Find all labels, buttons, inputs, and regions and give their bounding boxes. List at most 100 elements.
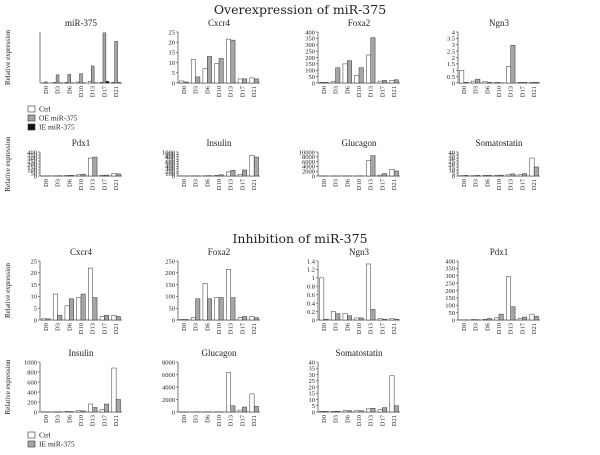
x-tick-label: D10 xyxy=(356,323,363,334)
y-tick-label: 1 xyxy=(312,275,315,282)
x-tick-label: D0 xyxy=(461,179,468,187)
y-tick-label: 250 xyxy=(305,48,315,55)
bar-d6-ctrl xyxy=(483,82,487,83)
bar-d6-oe-mir-375 xyxy=(487,175,491,176)
x-tick-label: D6 xyxy=(344,322,351,331)
bar-d3-oe-mir-375 xyxy=(476,79,480,83)
y-tick-label: 350 xyxy=(305,36,315,43)
bar-d21-ie-mir-375 xyxy=(254,318,258,320)
bar-d0-oe-mir-375 xyxy=(44,82,47,83)
x-tick-label: D13 xyxy=(90,179,97,190)
bar-d3-ie-mir-375 xyxy=(196,299,200,320)
x-tick-label: D13 xyxy=(228,86,235,97)
x-tick-label: D3 xyxy=(333,179,340,187)
bar-d21-oe-mir-375 xyxy=(394,80,398,83)
bar-d17-oe-mir-375 xyxy=(103,33,106,83)
x-tick-label: D21 xyxy=(391,415,398,426)
bar-d17-ie-mir-375 xyxy=(104,315,108,320)
x-tick-label: D10 xyxy=(496,86,503,97)
bar-d6-ctrl xyxy=(483,319,487,320)
bar-d6-ctrl xyxy=(203,69,207,83)
bar-d17-ie-mir-375 xyxy=(522,317,526,320)
bar-d3-oe-mir-375 xyxy=(336,68,340,83)
y-tick-label: 50 xyxy=(169,306,176,313)
bar-d21-ie-mir-375 xyxy=(116,400,120,413)
bar-d3-ctrl xyxy=(331,312,335,320)
legend-swatch xyxy=(28,124,35,130)
bar-d0-ie-mir-375 xyxy=(324,319,328,320)
x-tick-label: D10 xyxy=(216,86,223,97)
x-tick-label: D3 xyxy=(55,86,62,94)
bar-d10-ctrl xyxy=(495,318,499,320)
x-tick-label: D6 xyxy=(484,322,491,331)
bar-d17-ie-mir-375 xyxy=(382,319,386,320)
x-tick-label: D17 xyxy=(239,414,246,426)
y-tick-label: 0 xyxy=(312,409,315,416)
bar-d17-ie-mir-375 xyxy=(382,408,386,412)
y-tick-label: 35 xyxy=(309,366,316,373)
x-tick-label: D13 xyxy=(508,179,515,190)
x-tick-label: D21 xyxy=(391,323,398,334)
y-tick-label: 0.5 xyxy=(447,74,455,81)
bar-d17-ctrl xyxy=(100,82,103,83)
bar-d3-oe-mir-375 xyxy=(196,77,200,83)
chart-title: Glucagon xyxy=(342,138,377,148)
x-tick-label: D10 xyxy=(78,179,85,190)
overexpression-section-title: Overexpression of miR-375 xyxy=(0,2,600,17)
bar-d13-oe-mir-375 xyxy=(91,66,94,83)
x-tick-label: D3 xyxy=(55,323,62,331)
x-tick-label: D0 xyxy=(43,86,50,94)
bar-d0-ctrl xyxy=(180,81,184,83)
bar-d0-ctrl xyxy=(320,411,324,412)
bar-d17-oe-mir-375 xyxy=(382,80,386,83)
y-tick-label: 0 xyxy=(312,317,315,324)
bar-d3-ctrl xyxy=(53,294,57,320)
bar-d17-oe-mir-375 xyxy=(522,174,526,176)
bar-d0-ie-mir-375 xyxy=(324,411,328,412)
y-tick-label: 10 xyxy=(169,60,176,67)
y-tick-label: 0.8 xyxy=(307,284,315,291)
bar-d21-oe-mir-375 xyxy=(254,79,258,83)
y-tick-label: 250 xyxy=(165,258,175,265)
x-tick-label: D10 xyxy=(216,179,223,190)
y-tick-label: 200 xyxy=(27,399,37,406)
x-tick-label: D3 xyxy=(333,415,340,423)
bar-d6-ie-mir-375 xyxy=(487,319,491,320)
bar-d17-ctrl xyxy=(518,82,522,83)
chart-title: Insulin xyxy=(68,348,94,358)
y-tick-label: 0 xyxy=(34,409,37,416)
y-tick-label: 2000 xyxy=(162,397,175,404)
chart-title: Pdx1 xyxy=(72,138,91,148)
bar-d6-oe-mir-375 xyxy=(207,56,211,83)
bar-d6-oe-mir-375 xyxy=(69,175,73,176)
x-tick-label: D21 xyxy=(113,179,120,190)
y-tick-label: 0 xyxy=(172,317,175,324)
y-tick-label: 5 xyxy=(312,403,315,410)
bar-d21-ie-mir-375 xyxy=(394,319,398,320)
bar-d17-ctrl xyxy=(378,319,382,320)
bar-d3-ctrl xyxy=(53,82,56,83)
chart-overexpression-insulin: Insulin01002003004005006007008009001000D… xyxy=(162,138,260,190)
y-tick-label: 20 xyxy=(31,270,38,277)
x-tick-label: D6 xyxy=(204,85,211,94)
x-tick-label: D21 xyxy=(113,86,120,97)
bar-d6-ctrl xyxy=(343,314,347,320)
x-tick-label: D0 xyxy=(321,415,328,423)
legend-swatch xyxy=(28,432,35,438)
bar-d10-ctrl xyxy=(215,298,219,320)
bar-d6-ie-mir-375 xyxy=(347,316,351,320)
bar-d10-oe-mir-375 xyxy=(219,175,223,176)
x-tick-label: D10 xyxy=(496,323,503,334)
x-tick-label: D10 xyxy=(356,86,363,97)
x-tick-label: D6 xyxy=(484,85,491,94)
bar-d6-oe-mir-375 xyxy=(487,82,491,83)
y-tick-label: 10 xyxy=(31,294,38,301)
x-tick-label: D13 xyxy=(368,179,375,190)
